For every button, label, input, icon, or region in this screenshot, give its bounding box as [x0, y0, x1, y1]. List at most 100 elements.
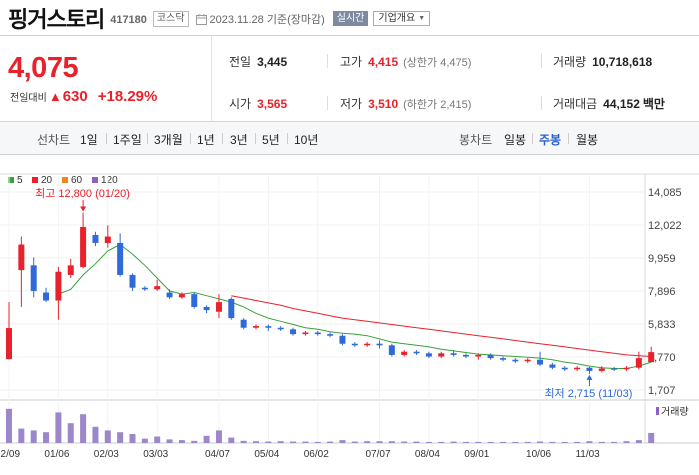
up-arrow-icon: ▲ [48, 89, 62, 104]
prev-close-value: 3,445 [257, 55, 288, 69]
change-rate: +18.29% [97, 88, 158, 105]
legend-label-60: 60 [71, 175, 83, 186]
volume-bar [6, 408, 12, 443]
candle-body [648, 352, 655, 363]
volume: 거래량 10,718,618 [553, 53, 652, 70]
volume-bar [166, 439, 173, 443]
divider [532, 133, 533, 144]
volume-bar [561, 441, 568, 443]
volume-bar [524, 441, 531, 443]
candle-body [141, 287, 148, 290]
volume-bar [215, 430, 222, 443]
prev-close-label: 전일 [229, 55, 252, 69]
upper-limit: (상한가 4,475) [403, 57, 472, 69]
volume-bar [203, 435, 210, 443]
volume-bar [487, 441, 494, 443]
chevron-down-icon: ▼ [418, 15, 426, 22]
tab-candle-monthly[interactable]: 월봉 [576, 133, 599, 147]
volume-bar [475, 441, 482, 443]
candle-body [314, 332, 321, 335]
volume-bar [104, 430, 111, 443]
tab-line-3m[interactable]: 3개월 [154, 133, 183, 147]
amount-value: 44,152 [603, 97, 640, 111]
volume-bar [574, 441, 581, 443]
candle-body [55, 271, 62, 301]
candle-body [364, 343, 371, 346]
candle-body [574, 367, 581, 370]
tab-line-5y[interactable]: 5년 [262, 133, 280, 147]
open-label: 시가 [229, 97, 252, 111]
candle-body [43, 292, 50, 301]
amount-label: 거래대금 [553, 97, 598, 111]
tab-candle-weekly[interactable]: 주봉 [539, 133, 562, 147]
calendar-icon [195, 13, 207, 25]
volume-bar [611, 441, 618, 443]
tab-line-3y[interactable]: 3년 [230, 133, 248, 147]
volume-bar [364, 441, 371, 443]
legend-label-20: 20 [41, 175, 53, 186]
volume-bar [425, 441, 432, 443]
realtime-button[interactable]: 실시간 [332, 11, 369, 26]
tab-line-1y[interactable]: 1년 [197, 133, 215, 147]
candle-body [611, 368, 618, 370]
change-row: 전일대비 ▲ 630 +18.29% [10, 88, 157, 105]
volume-bar [537, 441, 544, 443]
high-value: 4,415 [368, 55, 399, 69]
candle-body [401, 351, 408, 355]
candle-body [537, 359, 544, 365]
tab-candle-daily[interactable]: 일봉 [504, 133, 527, 147]
volume-bar [339, 440, 346, 443]
high-annotation: 최고 12,800 (01/20) [35, 187, 130, 200]
low-price: 저가 3,510 (하한가 2,415) [340, 95, 471, 112]
volume-bar [549, 441, 556, 443]
candle-body [265, 326, 272, 328]
candle-body [598, 368, 605, 371]
volume-bar [586, 441, 593, 443]
volume-bar [141, 438, 148, 443]
candle-body [154, 286, 161, 290]
volume-bar [462, 441, 469, 443]
weekly-candle-chart: 5 20 60 120 14,085 12,022 9,959 7,896 5,833 3,770… [0, 173, 699, 460]
legend-swatch-120 [92, 177, 98, 183]
x-tick-label: 03/03 [143, 449, 168, 460]
company-overview-label: 기업개요 [378, 13, 416, 24]
low-arrow-head [586, 374, 593, 380]
divider [106, 133, 107, 144]
high-label: 고가 [340, 55, 363, 69]
candle-body [512, 359, 519, 362]
divider [568, 133, 569, 144]
line-chart-label: 선차트 [37, 133, 71, 147]
volume-bar [648, 432, 655, 443]
tab-line-1d[interactable]: 1일 [80, 133, 98, 147]
y-tick-label: 3,770 [648, 352, 676, 364]
low-value: 3,510 [368, 97, 399, 111]
x-tick-label: 06/02 [304, 449, 329, 460]
y-tick-label: 14,085 [648, 187, 682, 199]
volume-bar [302, 441, 309, 443]
legend-swatch-5 [8, 177, 14, 183]
tab-line-10y[interactable]: 10년 [294, 133, 319, 147]
candle-body [290, 329, 297, 335]
x-tick-label: 11/03 [575, 449, 600, 460]
high-price: 고가 4,415 (상한가 4,475) [340, 53, 471, 70]
company-overview-dropdown[interactable]: 기업개요 ▼ [373, 11, 431, 26]
candle-body [475, 354, 482, 357]
divider [541, 96, 542, 110]
current-price: 4,075 [8, 52, 79, 84]
volume-bar [327, 441, 334, 443]
candle-chart-label: 봉차트 [459, 133, 493, 147]
period-bar: 선차트 1일 1주일 3개월 1년 3년 5년 10년 봉차트 일봉 주봉 월봉 [0, 122, 699, 155]
volume-bar [351, 441, 358, 443]
x-tick-label: 10/06 [526, 449, 551, 460]
tab-line-1w[interactable]: 1주일 [113, 133, 142, 147]
volume-value: 10,718,618 [592, 55, 653, 69]
volume-bar [450, 441, 457, 443]
candle-body [277, 327, 284, 330]
prev-close: 전일 3,445 [229, 53, 287, 70]
x-tick-label: 12/09 [0, 449, 20, 460]
legend-swatch-60 [62, 177, 68, 183]
candle-body [438, 353, 445, 357]
volume-legend-swatch [656, 407, 659, 415]
divider [255, 133, 256, 144]
candle-body [178, 294, 185, 298]
